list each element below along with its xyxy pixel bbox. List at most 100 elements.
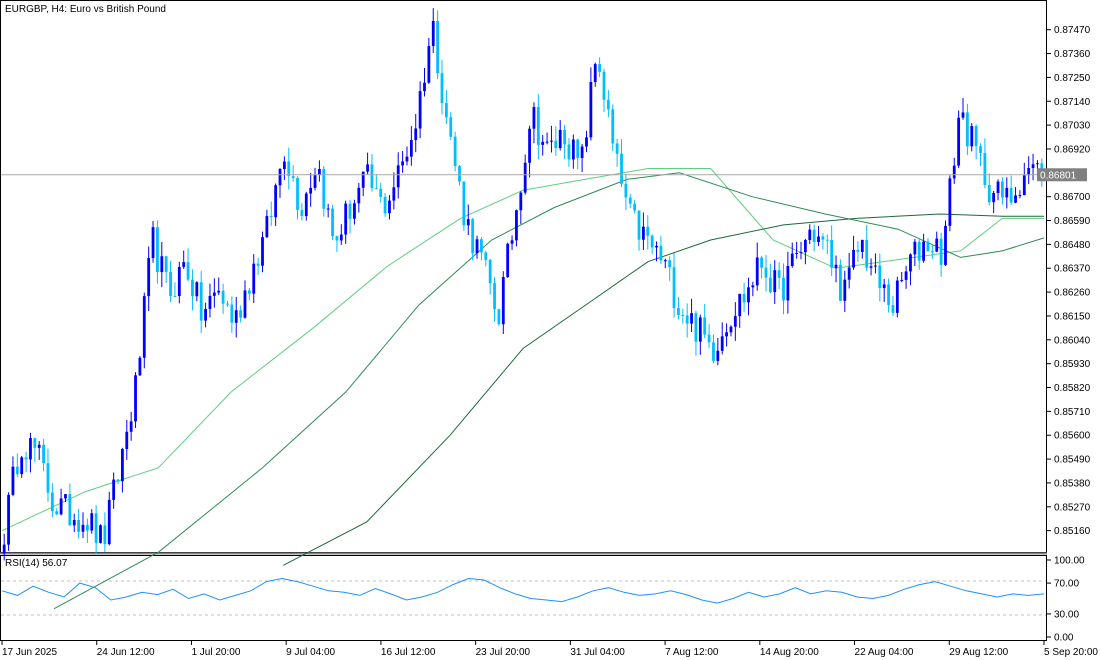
candle xyxy=(720,322,724,355)
candle xyxy=(847,252,851,289)
time-tick-label: 17 Jun 2025 xyxy=(2,647,57,658)
candle xyxy=(156,220,159,284)
candle xyxy=(611,104,615,152)
candle xyxy=(50,483,54,518)
candle xyxy=(541,135,545,156)
candle xyxy=(895,276,899,318)
candle xyxy=(107,491,111,546)
time-tick-label: 24 Jun 12:00 xyxy=(97,647,155,658)
candle xyxy=(81,512,85,538)
time-tick-label: 29 Aug 12:00 xyxy=(949,647,1008,658)
candle xyxy=(252,254,256,304)
candle xyxy=(860,239,864,259)
chart-title: EURGBP, H4: Euro vs British Pound xyxy=(5,4,166,15)
candle xyxy=(528,125,531,178)
candle xyxy=(331,204,334,240)
time-tick-label: 5 Sep 20:00 xyxy=(1044,647,1098,658)
candle xyxy=(751,281,755,297)
candle xyxy=(42,438,45,472)
moving-average-line xyxy=(283,213,1044,566)
candle xyxy=(186,248,190,282)
candle xyxy=(348,199,352,234)
candle xyxy=(786,251,790,314)
candle xyxy=(558,120,562,151)
time-tick-label: 1 Jul 20:00 xyxy=(191,647,240,658)
candle xyxy=(199,270,203,333)
candle xyxy=(874,253,877,274)
price-tick-label: 0.87250 xyxy=(1054,73,1091,84)
candle xyxy=(852,235,855,270)
candle xyxy=(480,237,483,261)
candle xyxy=(29,432,32,473)
candle xyxy=(571,134,575,169)
candle xyxy=(46,448,50,502)
candlesticks xyxy=(2,8,1044,561)
candle xyxy=(164,255,168,283)
candle xyxy=(366,152,369,175)
candle xyxy=(948,175,952,232)
candle xyxy=(545,132,549,145)
price-tick-label: 0.85490 xyxy=(1054,455,1091,466)
candle xyxy=(970,123,974,152)
candle xyxy=(865,224,869,271)
candle xyxy=(191,269,194,311)
candle xyxy=(887,278,890,313)
candle xyxy=(2,533,6,561)
candle xyxy=(440,60,444,115)
candle xyxy=(983,138,987,189)
candle xyxy=(344,200,348,244)
candle xyxy=(904,265,908,289)
candle xyxy=(239,305,243,323)
candle xyxy=(733,302,737,341)
candle xyxy=(300,203,304,221)
price-tick-label: 0.86700 xyxy=(1054,192,1091,203)
candle xyxy=(992,190,996,214)
candle xyxy=(961,97,965,120)
candle xyxy=(458,164,461,186)
candle xyxy=(335,235,339,252)
candle xyxy=(913,238,917,266)
price-tick-label: 0.86150 xyxy=(1054,311,1091,322)
price-tick-label: 0.86040 xyxy=(1054,335,1091,346)
candle xyxy=(900,271,904,283)
candle xyxy=(589,67,593,141)
candle xyxy=(247,288,251,301)
candle xyxy=(217,277,221,295)
candle xyxy=(64,494,67,502)
candle xyxy=(891,296,895,316)
candle xyxy=(703,303,707,339)
candle xyxy=(99,524,102,544)
candle xyxy=(944,220,947,266)
price-tick-label: 0.86590 xyxy=(1054,216,1091,227)
candle xyxy=(326,203,330,218)
candle xyxy=(497,309,501,326)
time-tick-label: 22 Aug 04:00 xyxy=(855,647,914,658)
price-tick-label: 0.87360 xyxy=(1054,49,1091,60)
candle xyxy=(655,241,658,262)
candle xyxy=(922,233,926,263)
price-tick-label: 0.85160 xyxy=(1054,526,1091,537)
candle xyxy=(431,8,435,53)
candle xyxy=(795,241,799,259)
candle xyxy=(1027,156,1031,185)
candle xyxy=(563,124,566,159)
candle xyxy=(24,451,28,473)
candle xyxy=(90,509,94,534)
candle xyxy=(15,453,19,478)
candle xyxy=(1014,187,1017,204)
candle xyxy=(536,94,540,160)
candle xyxy=(663,258,667,269)
candle xyxy=(471,217,475,261)
candle xyxy=(160,242,164,288)
candle xyxy=(7,492,10,551)
candle xyxy=(515,209,518,247)
candle xyxy=(269,201,273,226)
candle xyxy=(554,126,558,156)
candle xyxy=(353,199,356,225)
time-tick-label: 16 Jul 12:00 xyxy=(381,647,436,658)
candle xyxy=(598,57,602,78)
candle xyxy=(952,157,956,184)
candle xyxy=(466,204,470,236)
candle xyxy=(585,130,588,153)
